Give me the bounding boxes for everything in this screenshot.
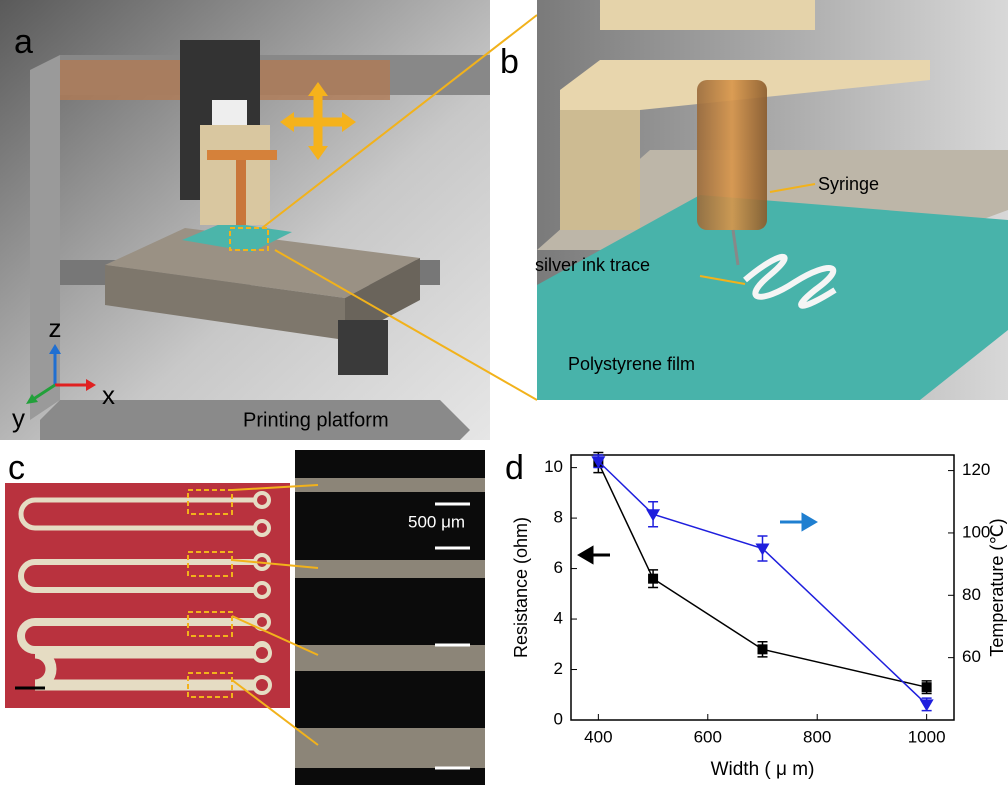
y2-tick-label: 60: [962, 647, 981, 666]
marker: [648, 574, 658, 584]
y-tick-label: 6: [554, 558, 563, 577]
series-line: [598, 461, 926, 704]
annotation: Polystyrene film: [568, 354, 695, 374]
page: z x y Printing platform a Syringe silver…: [0, 0, 1008, 785]
caption: Printing platform: [243, 409, 389, 431]
motor: [338, 320, 388, 375]
axis-letter: y: [12, 403, 25, 433]
x-tick-label: 1000: [908, 727, 946, 746]
print-head: [200, 125, 270, 225]
x-axis-title: Width ( μ m): [711, 759, 815, 780]
scale-label: 500 μm: [408, 512, 465, 531]
print-head: [212, 100, 247, 128]
panel-label: b: [500, 43, 519, 81]
y-tick-label: 10: [544, 457, 563, 476]
panel-label: d: [505, 449, 524, 487]
x-tick-label: 600: [694, 727, 722, 746]
y2-tick-label: 120: [962, 460, 990, 479]
y-tick-label: 0: [554, 709, 563, 728]
y2-tick-label: 80: [962, 585, 981, 604]
panel-a: z x y Printing platform a: [0, 0, 490, 440]
y-tick-label: 8: [554, 508, 563, 527]
axis-arrow: [780, 515, 815, 529]
y2-axis-title: Temperature (℃): [987, 518, 1007, 656]
annotation: silver ink trace: [535, 255, 650, 275]
x-tick-label: 800: [803, 727, 831, 746]
y-tick-label: 2: [554, 659, 563, 678]
print-head: [207, 150, 277, 160]
syringe: [697, 80, 767, 230]
syringe: [236, 160, 246, 225]
figure: z x y Printing platform a Syringe silver…: [0, 0, 1008, 785]
y-axis-title: Resistance (ohm): [511, 517, 531, 658]
panel-label: c: [8, 449, 25, 487]
panel-c: 500 μm c: [5, 449, 485, 785]
annotation: Syringe: [818, 174, 879, 194]
axis-letter: z: [49, 313, 62, 343]
axis-letter: x: [102, 380, 115, 410]
marker: [922, 682, 932, 692]
bracket: [600, 0, 815, 30]
marker: [920, 699, 934, 711]
marker: [758, 644, 768, 654]
printed-traces: [21, 500, 255, 685]
y-tick-label: 4: [554, 609, 563, 628]
panel-label: a: [14, 23, 33, 61]
x-tick-label: 400: [584, 727, 612, 746]
axis-arrow: [580, 548, 610, 562]
bracket: [560, 110, 640, 230]
panel-b: Syringe silver ink trace Polystyrene fil…: [500, 0, 1008, 400]
